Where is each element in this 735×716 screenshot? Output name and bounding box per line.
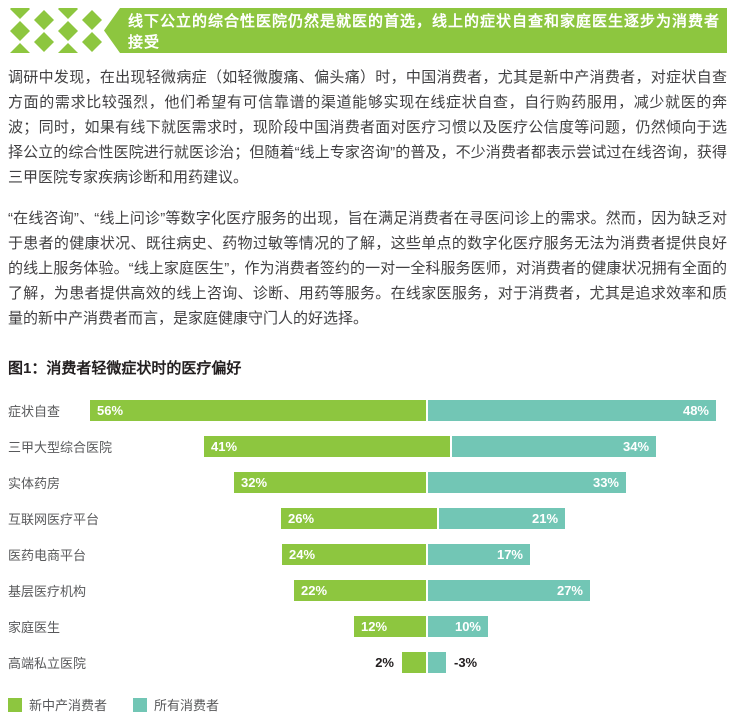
value-label: 2% bbox=[375, 655, 394, 670]
bar-area: 32% 33% bbox=[88, 472, 727, 493]
bar-segment-series1: 41% bbox=[204, 436, 451, 457]
bar-area: 2% -3% bbox=[88, 652, 727, 673]
category-label: 互联网医疗平台 bbox=[8, 512, 100, 527]
header-banner-text: 线下公立的综合性医院仍然是就医的首选，线上的症状自查和家庭医生逐步为消费者接受 bbox=[128, 12, 721, 51]
bar-segment-series2: 27% bbox=[428, 580, 590, 601]
value-label: 33% bbox=[592, 475, 619, 490]
bar-area: 24% 17% bbox=[88, 544, 727, 565]
bar-area: 41% 34% bbox=[112, 436, 727, 457]
bar-segment-series1: 32% bbox=[234, 472, 426, 493]
bar-segment-series2: 33% bbox=[428, 472, 626, 493]
bar-area: 56% 48% bbox=[88, 400, 727, 421]
bar-area: 26% 21% bbox=[99, 508, 727, 529]
legend-label: 新中产消费者 bbox=[29, 698, 108, 713]
bar-row: 基层医疗机构 22% 27% bbox=[8, 580, 727, 601]
bar-segment-series2: 34% bbox=[452, 436, 657, 457]
header-banner: 线下公立的综合性医院仍然是就医的首选，线上的症状自查和家庭医生逐步为消费者接受 bbox=[104, 8, 727, 53]
value-label: 27% bbox=[556, 583, 583, 598]
value-label: 26% bbox=[288, 511, 315, 526]
chart-title: 图1：消费者轻微症状时的医疗偏好 bbox=[8, 360, 242, 377]
category-label: 高端私立医院 bbox=[8, 656, 87, 671]
bar-segment-series2: 17% bbox=[428, 544, 530, 565]
value-label: 41% bbox=[211, 439, 238, 454]
legend-swatch-icon bbox=[133, 697, 148, 712]
bar-row: 症状自查 56% 48% bbox=[8, 400, 727, 421]
value-label: 32% bbox=[241, 475, 268, 490]
category-label: 症状自查 bbox=[8, 404, 61, 419]
bar-segment-series1: 22% bbox=[294, 580, 426, 601]
category-label: 三甲大型综合医院 bbox=[8, 440, 113, 455]
body-paragraph-2: “在线咨询”、“线上问诊”等数字化医疗服务的出现，旨在满足消费者在寻医问诊上的需… bbox=[8, 210, 727, 327]
value-label: 48% bbox=[682, 403, 709, 418]
value-label: -3% bbox=[454, 655, 478, 670]
diamond-pattern-icon bbox=[8, 8, 104, 53]
bar-segment-series1: 56% bbox=[90, 400, 426, 421]
bar-row: 医药电商平台 24% 17% bbox=[8, 544, 727, 565]
category-label: 医药电商平台 bbox=[8, 548, 87, 563]
bar-row: 家庭医生 12% 10% bbox=[8, 616, 727, 637]
value-label: 34% bbox=[622, 439, 650, 454]
value-label: 21% bbox=[531, 511, 559, 526]
legend-item: 新中产消费者 bbox=[8, 695, 107, 714]
bar-chart: 症状自查 56% 48% 三甲大型综合医院 41% 34% 实体药房 32% 33% 互联网医疗平… bbox=[8, 400, 727, 673]
bar-segment-series1 bbox=[402, 652, 426, 673]
bar-row: 互联网医疗平台 26% 21% bbox=[8, 508, 727, 529]
bar-segment-series1: 12% bbox=[354, 616, 426, 637]
bar-segment-series2: 21% bbox=[439, 508, 566, 529]
header-banner-row: 线下公立的综合性医院仍然是就医的首选，线上的症状自查和家庭医生逐步为消费者接受 bbox=[8, 8, 727, 53]
category-label: 家庭医生 bbox=[8, 620, 61, 635]
bar-segment-series2: 48% bbox=[428, 400, 716, 421]
value-label: 12% bbox=[361, 619, 388, 634]
legend-swatch-icon bbox=[8, 697, 22, 712]
bar-segment-series1: 26% bbox=[281, 508, 438, 529]
body-paragraph-1: 调研中发现，在出现轻微病症（如轻微腹痛、偏头痛）时，中国消费者，尤其是新中产消费… bbox=[8, 69, 727, 186]
bar-segment-series1: 24% bbox=[282, 544, 426, 565]
legend-item: 所有消费者 bbox=[133, 695, 219, 714]
bar-row: 三甲大型综合医院 41% 34% bbox=[8, 436, 727, 457]
legend-label: 所有消费者 bbox=[154, 698, 220, 713]
bar-row: 高端私立医院 2% -3% bbox=[8, 652, 727, 673]
value-label: 10% bbox=[454, 619, 481, 634]
category-label: 实体药房 bbox=[8, 476, 61, 491]
chart-legend: 新中产消费者 所有消费者 bbox=[8, 695, 727, 714]
bar-area: 22% 27% bbox=[88, 580, 727, 601]
bar-segment-series2: 10% bbox=[428, 616, 488, 637]
value-label: 17% bbox=[496, 547, 523, 562]
bar-row: 实体药房 32% 33% bbox=[8, 472, 727, 493]
value-label: 24% bbox=[289, 547, 316, 562]
category-label: 基层医疗机构 bbox=[8, 584, 87, 599]
value-label: 56% bbox=[97, 403, 124, 418]
bar-area: 12% 10% bbox=[88, 616, 727, 637]
bar-segment-series2 bbox=[428, 652, 446, 673]
value-label: 22% bbox=[301, 583, 328, 598]
